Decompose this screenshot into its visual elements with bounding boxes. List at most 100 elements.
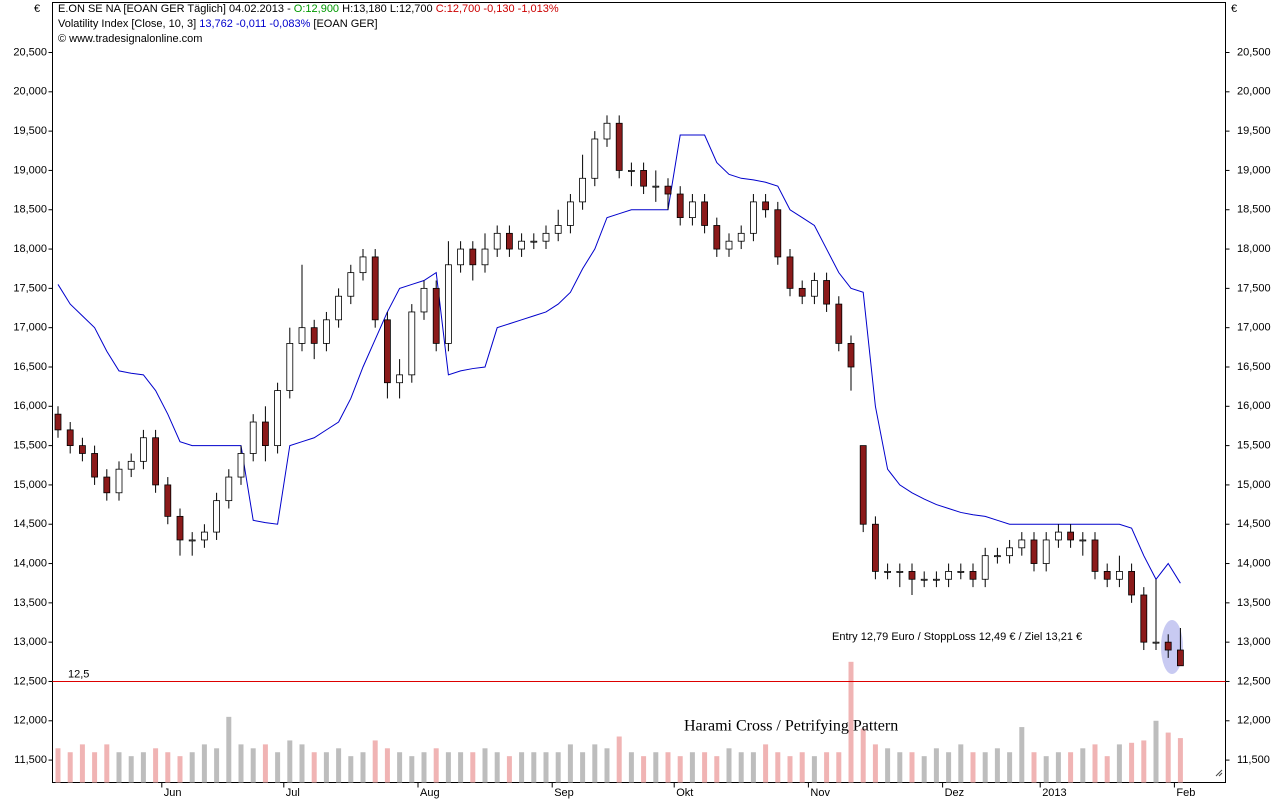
volume-bar (1165, 732, 1171, 783)
volume-bar (262, 744, 268, 783)
candle-body (322, 319, 330, 344)
volume-bar (519, 752, 525, 783)
volume-bar (811, 756, 817, 783)
candle-body (505, 232, 513, 250)
level-label: 12,5 (68, 668, 89, 680)
volume-bar (153, 748, 159, 783)
y-tick-label: 14,500 (13, 518, 47, 530)
volume-bar (982, 752, 988, 783)
y-tick-label: 17,500 (13, 282, 47, 294)
candle-body (981, 555, 989, 580)
volume-bar (506, 756, 512, 783)
candle-body (1055, 531, 1062, 541)
y-tick-label-right: 14,000 (1237, 557, 1271, 569)
volume-bar (1116, 744, 1122, 783)
x-tick-label: Okt (676, 787, 693, 799)
volume-bar (299, 744, 305, 783)
volume-bar (201, 744, 207, 783)
volume-bar (433, 748, 439, 783)
candle-body (1067, 531, 1074, 541)
y-tick-label: 16,000 (13, 400, 47, 412)
candle-body (530, 240, 538, 243)
y-tick-label-right: 16,000 (1237, 400, 1271, 412)
candle-body (933, 578, 940, 581)
candle-body (493, 232, 501, 250)
volume-bar (226, 716, 232, 783)
volume-bar (994, 748, 1000, 783)
volume-bar (592, 744, 598, 783)
candle-body (310, 327, 318, 344)
volume-bar (775, 752, 781, 783)
volume-bar (824, 752, 830, 783)
volume-bar (738, 752, 744, 783)
volume-bar (165, 752, 171, 783)
candle-body (200, 531, 208, 541)
volume-bar (67, 752, 73, 783)
y-tick-label-right: 19,500 (1237, 125, 1271, 137)
volume-bar (628, 752, 634, 783)
candle-body (432, 287, 440, 344)
candle-body (176, 515, 184, 541)
y-tick-label-right: 17,000 (1237, 322, 1271, 334)
candle-body (908, 571, 916, 580)
y-tick-label-right: 12,000 (1237, 715, 1271, 727)
candle-body (347, 272, 355, 297)
legend-part: E.ON SE NA [EOAN GER Täglich] 04.02.2013… (58, 3, 294, 15)
legend-line: E.ON SE NA [EOAN GER Täglich] 04.02.2013… (58, 3, 559, 15)
volume-bar (189, 752, 195, 783)
y-tick-label: 19,500 (13, 125, 47, 137)
y-tick-label: 15,000 (13, 479, 47, 491)
y-tick-label-right: 17,500 (1237, 282, 1271, 294)
candle-body (249, 421, 257, 454)
volume-bar (1068, 752, 1074, 783)
candle-body (1079, 539, 1087, 542)
volatility-line (57, 134, 1181, 584)
volume-bar (421, 752, 427, 783)
candle-body (457, 248, 465, 266)
candle-body (652, 185, 660, 188)
volume-bar (55, 748, 61, 783)
legend-part: H:13,180 L:12,700 (339, 3, 436, 15)
volume-bar (763, 744, 769, 783)
volume-bar (1055, 752, 1061, 783)
candle-body (689, 201, 696, 219)
candle-body (847, 343, 855, 368)
candle-body (152, 437, 160, 486)
volume-bar (458, 752, 464, 783)
volume-bar (445, 752, 451, 783)
candle-body (603, 122, 611, 140)
candle-body (298, 327, 306, 344)
volume-bar (872, 744, 878, 783)
y-tick-label-right: 15,500 (1237, 440, 1271, 452)
legend-part: © www.tradesignalonline.com (58, 33, 202, 45)
candle-body (1152, 641, 1160, 644)
candle-body (1116, 571, 1123, 580)
volume-bar (470, 752, 476, 783)
candle-body (628, 170, 635, 172)
y-tick-label: 14,000 (13, 557, 47, 569)
volume-bar (250, 748, 256, 783)
volume-bar (616, 736, 622, 783)
candle-body (774, 209, 782, 258)
volume-bar (836, 752, 842, 783)
candle-body (835, 303, 843, 344)
candle-body (884, 571, 891, 573)
volume-bar (677, 756, 683, 783)
candle-body (994, 555, 1001, 558)
volume-bar (104, 744, 110, 783)
volume-bar (494, 752, 500, 783)
volume-bar (909, 752, 915, 783)
volume-bar (372, 740, 378, 783)
candle-body (1042, 539, 1050, 564)
y-tick-label: 20,500 (13, 46, 47, 58)
candle-body (1018, 539, 1026, 549)
y-tick-label-right: 18,000 (1237, 243, 1271, 255)
trade-annotation: Entry 12,79 Euro / StoppLoss 12,49 € / Z… (832, 631, 1082, 643)
candle-body (713, 225, 721, 250)
x-tick-label: Jul (286, 787, 300, 799)
pattern-annotation: Harami Cross / Petrifying Pattern (684, 718, 898, 735)
volume-bar (860, 728, 866, 783)
y-tick-label-right: 15,000 (1237, 479, 1271, 491)
candle-body (554, 225, 562, 234)
candle-body (1177, 649, 1184, 667)
